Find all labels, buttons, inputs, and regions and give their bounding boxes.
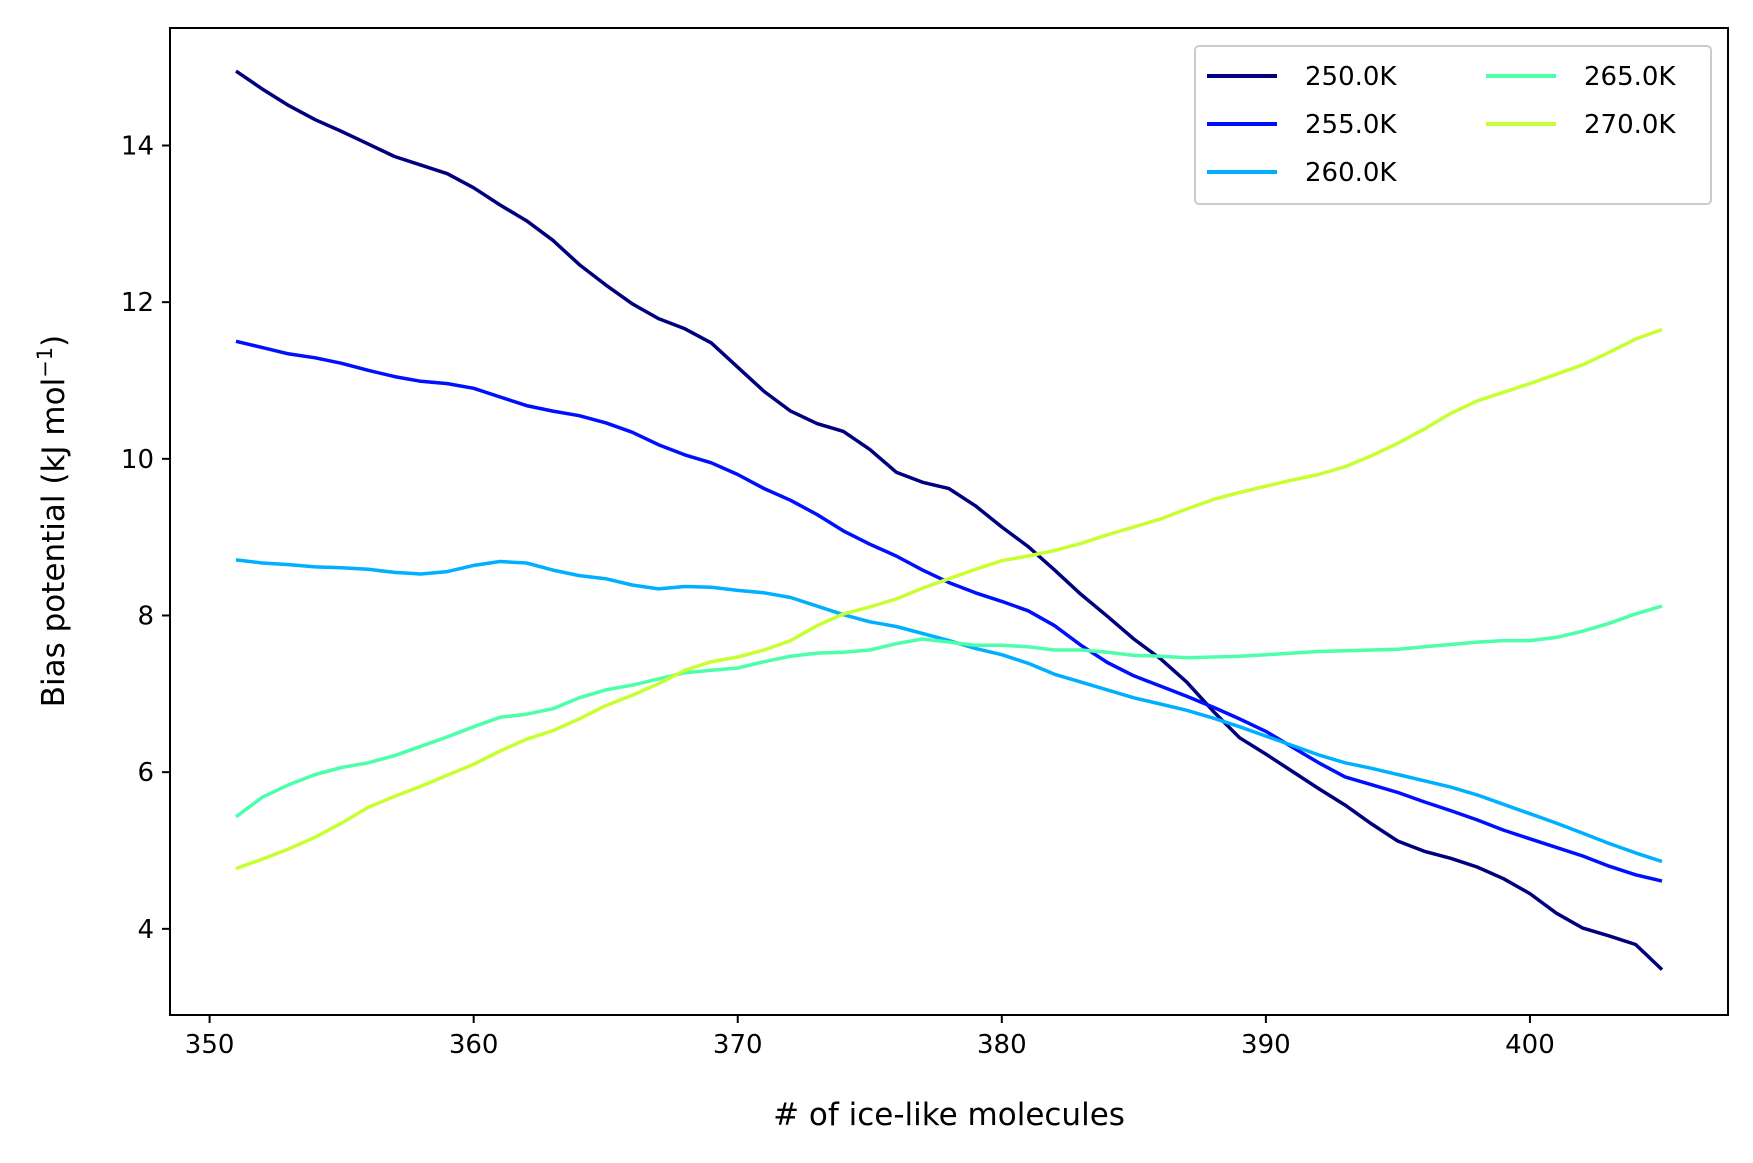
y-tick-label: 10 <box>121 445 154 475</box>
x-tick-label: 400 <box>1505 1030 1555 1060</box>
y-tick-label: 4 <box>137 915 154 945</box>
x-tick-label: 350 <box>185 1030 235 1060</box>
legend-label: 255.0K <box>1305 110 1397 140</box>
x-tick-label: 390 <box>1241 1030 1291 1060</box>
series-line-270.0K <box>235 327 1663 871</box>
legend-entries: 250.0K 255.0K 260.0K 265.0K 270.0K <box>1207 62 1676 188</box>
x-axis: 350 360 370 380 390 400 <box>185 1015 1555 1060</box>
y-tick-label: 14 <box>121 132 154 162</box>
series-line-250.0K <box>235 69 1664 971</box>
plot-area-frame <box>169 27 1729 1016</box>
legend: 250.0K 255.0K 260.0K 265.0K 270.0K <box>1194 45 1712 205</box>
y-axis-title: Bias potential (kJ mol−1) <box>33 335 72 708</box>
series-line-265.0K <box>234 604 1663 819</box>
y-axis: 4 6 8 10 12 14 <box>121 132 170 945</box>
y-tick-label: 6 <box>137 758 154 788</box>
y-tick-label: 12 <box>121 288 154 318</box>
y-axis-title-superscript: −1 <box>33 347 57 378</box>
series-layer <box>234 69 1664 971</box>
legend-label: 260.0K <box>1305 158 1397 188</box>
x-tick-label: 360 <box>449 1030 499 1060</box>
x-axis-title: # of ice-like molecules <box>773 1097 1125 1133</box>
y-tick-label: 8 <box>137 602 154 632</box>
series-line-255.0K <box>235 339 1663 883</box>
y-axis-title-main: Bias potential (kJ mol <box>36 378 72 707</box>
x-tick-label: 380 <box>977 1030 1027 1060</box>
x-tick-label: 370 <box>713 1030 763 1060</box>
legend-label: 270.0K <box>1584 110 1676 140</box>
legend-box <box>1194 45 1712 205</box>
legend-label: 265.0K <box>1584 62 1676 92</box>
y-axis-title-suffix: ) <box>36 335 72 347</box>
legend-label: 250.0K <box>1305 62 1397 92</box>
